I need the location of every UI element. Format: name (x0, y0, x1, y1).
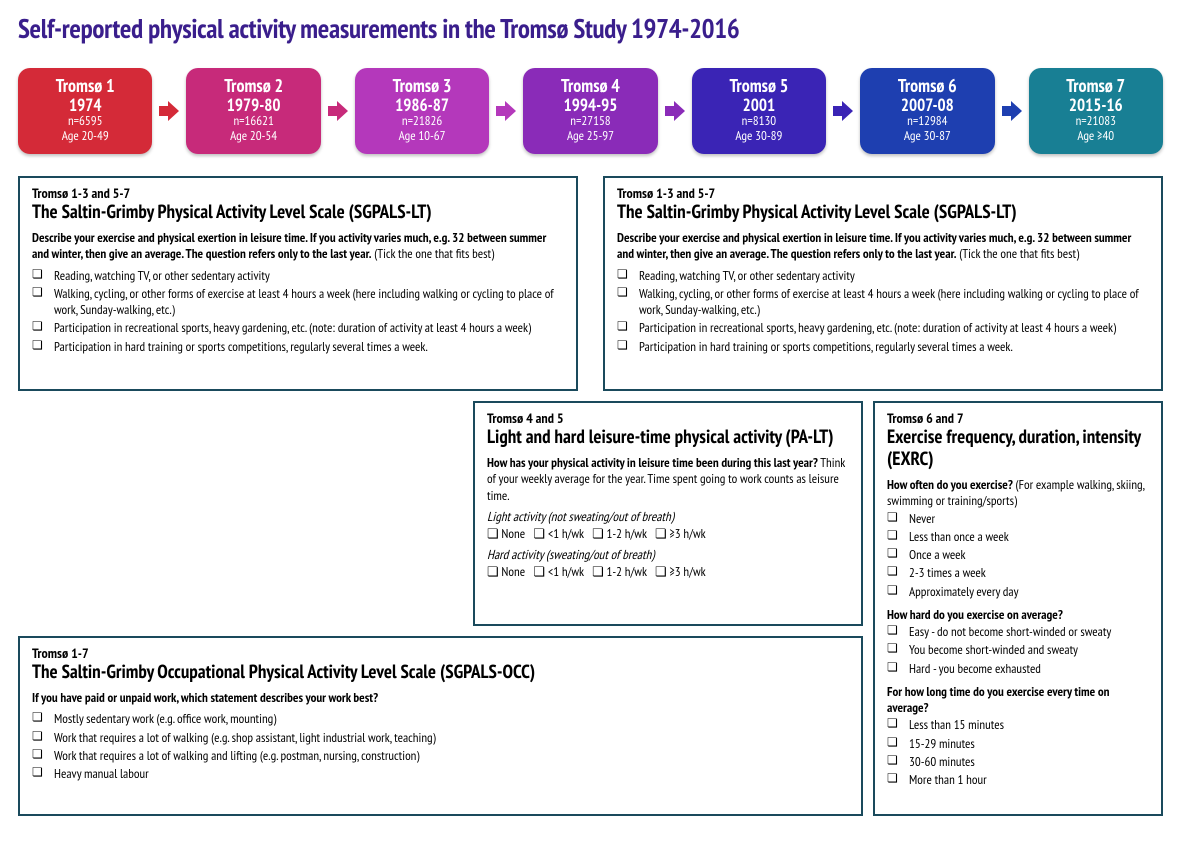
wave-box: Tromsø 52001n=8130Age 30-89 (692, 68, 826, 154)
wave-box: Tromsø 62007-08n=12984Age 30-87 (860, 68, 994, 154)
panels-area: Tromsø 1-3 and 5-7The Saltin-Grimby Phys… (18, 176, 1163, 826)
option-item: 2-3 times a week (905, 564, 1149, 582)
wave-age: Age 10-67 (359, 129, 485, 144)
wave-box: Tromsø 31986-87n=21826Age 10-67 (355, 68, 489, 154)
option-list: Easy - do not become short-winded or swe… (887, 623, 1149, 678)
option-item: Reading, watching TV, or other sedentary… (635, 267, 1149, 285)
option-item: You become short-winded and sweaty (905, 641, 1149, 659)
option-item: Participation in hard training or sports… (635, 338, 1149, 356)
option-list: Reading, watching TV, or other sedentary… (617, 267, 1149, 356)
panel-title: Light and hard leisure-time physical act… (487, 427, 849, 449)
option-list: NeverLess than once a weekOnce a week2-3… (887, 510, 1149, 601)
option-item: Walking, cycling, or other forms of exer… (635, 285, 1149, 320)
option-item: Participation in hard training or sports… (50, 338, 564, 356)
panel-sgpals_lt_right: Tromsø 1-3 and 5-7The Saltin-Grimby Phys… (603, 176, 1163, 391)
inline-option: <1 h/wk (533, 525, 583, 542)
panel-title: The Saltin-Grimby Physical Activity Leve… (617, 202, 1149, 224)
arrow-icon (495, 100, 517, 122)
panel-lead: How has your physical activity in leisur… (487, 455, 849, 504)
option-item: Participation in recreational sports, he… (50, 319, 564, 337)
inline-option: 1-2 h/wk (592, 563, 647, 580)
inline-option: ≥3 h/wk (655, 525, 706, 542)
arrow-icon (664, 100, 686, 122)
option-item: Work that requires a lot of walking (e.g… (50, 729, 849, 747)
question: How hard do you exercise on average? (887, 607, 1149, 623)
panel-pa_lt: Tromsø 4 and 5Light and hard leisure-tim… (473, 401, 863, 626)
wave-age: Age 30-87 (864, 129, 990, 144)
group-label: Light activity (not sweating/out of brea… (487, 508, 849, 525)
page-title: Self-reported physical activity measurem… (18, 12, 1163, 46)
option-list: Reading, watching TV, or other sedentary… (32, 267, 564, 356)
inline-options: None <1 h/wk 1-2 h/wk ≥3 h/wk (487, 525, 849, 542)
inline-option: None (487, 525, 525, 542)
option-item: Mostly sedentary work (e.g. office work,… (50, 710, 849, 728)
inline-option: 1-2 h/wk (592, 525, 647, 542)
wave-age: Age 20-49 (22, 129, 148, 144)
wave-name: Tromsø 3 (359, 76, 485, 96)
group-label: Hard activity (sweating/out of breath) (487, 546, 849, 563)
option-item: Participation in recreational sports, he… (635, 319, 1149, 337)
panel-sgpals_lt_left: Tromsø 1-3 and 5-7The Saltin-Grimby Phys… (18, 176, 578, 391)
option-item: Walking, cycling, or other forms of exer… (50, 285, 564, 320)
option-list: Less than 15 minutes15-29 minutes30-60 m… (887, 716, 1149, 789)
wave-name: Tromsø 6 (864, 76, 990, 96)
option-item: Reading, watching TV, or other sedentary… (50, 267, 564, 285)
wave-box: Tromsø 41994-95n=27158Age 25-97 (523, 68, 657, 154)
wave-age: Age 30-89 (696, 129, 822, 144)
option-item: Once a week (905, 546, 1149, 564)
wave-age: Age 25-97 (527, 129, 653, 144)
wave-name: Tromsø 1 (22, 76, 148, 96)
wave-age: Age ≥40 (1033, 129, 1159, 144)
arrow-icon (832, 100, 854, 122)
panel-lead: Describe your exercise and physical exer… (617, 230, 1149, 263)
option-item: Hard - you become exhausted (905, 660, 1149, 678)
option-item: 30-60 minutes (905, 753, 1149, 771)
wave-box: Tromsø 11974n=6595Age 20-49 (18, 68, 152, 154)
panel-lead: If you have paid or unpaid work, which s… (32, 690, 849, 706)
option-item: Less than once a week (905, 528, 1149, 546)
question: How often do you exercise? (For example … (887, 477, 1149, 510)
option-item: Approximately every day (905, 583, 1149, 601)
inline-option: ≥3 h/wk (655, 563, 706, 580)
panel-sgpals_occ: Tromsø 1-7The Saltin-Grimby Occupational… (18, 636, 863, 816)
wave-age: Age 20-54 (190, 129, 316, 144)
question: For how long time do you exercise every … (887, 684, 1149, 717)
inline-options: None <1 h/wk 1-2 h/wk ≥3 h/wk (487, 563, 849, 580)
wave-name: Tromsø 7 (1033, 76, 1159, 96)
wave-box: Tromsø 72015-16n=21083Age ≥40 (1029, 68, 1163, 154)
arrow-icon (327, 100, 349, 122)
wave-name: Tromsø 5 (696, 76, 822, 96)
option-item: 15-29 minutes (905, 735, 1149, 753)
panel-lead: Describe your exercise and physical exer… (32, 230, 564, 263)
option-item: Heavy manual labour (50, 765, 849, 783)
arrow-icon (1001, 100, 1023, 122)
wave-name: Tromsø 4 (527, 76, 653, 96)
option-list: Mostly sedentary work (e.g. office work,… (32, 710, 849, 783)
wave-box: Tromsø 21979-80n=16621Age 20-54 (186, 68, 320, 154)
wave-name: Tromsø 2 (190, 76, 316, 96)
option-item: Less than 15 minutes (905, 716, 1149, 734)
option-item: More than 1 hour (905, 771, 1149, 789)
panel-exrc: Tromsø 6 and 7Exercise frequency, durati… (873, 401, 1163, 816)
option-item: Easy - do not become short-winded or swe… (905, 623, 1149, 641)
arrow-icon (158, 100, 180, 122)
panel-title: The Saltin-Grimby Physical Activity Leve… (32, 202, 564, 224)
inline-option: None (487, 563, 525, 580)
timeline: Tromsø 11974n=6595Age 20-49 Tromsø 21979-… (18, 68, 1163, 154)
panel-title: The Saltin-Grimby Occupational Physical … (32, 662, 849, 684)
panel-title: Exercise frequency, duration, intensity … (887, 427, 1149, 471)
option-item: Never (905, 510, 1149, 528)
option-item: Work that requires a lot of walking and … (50, 747, 849, 765)
inline-option: <1 h/wk (533, 563, 583, 580)
